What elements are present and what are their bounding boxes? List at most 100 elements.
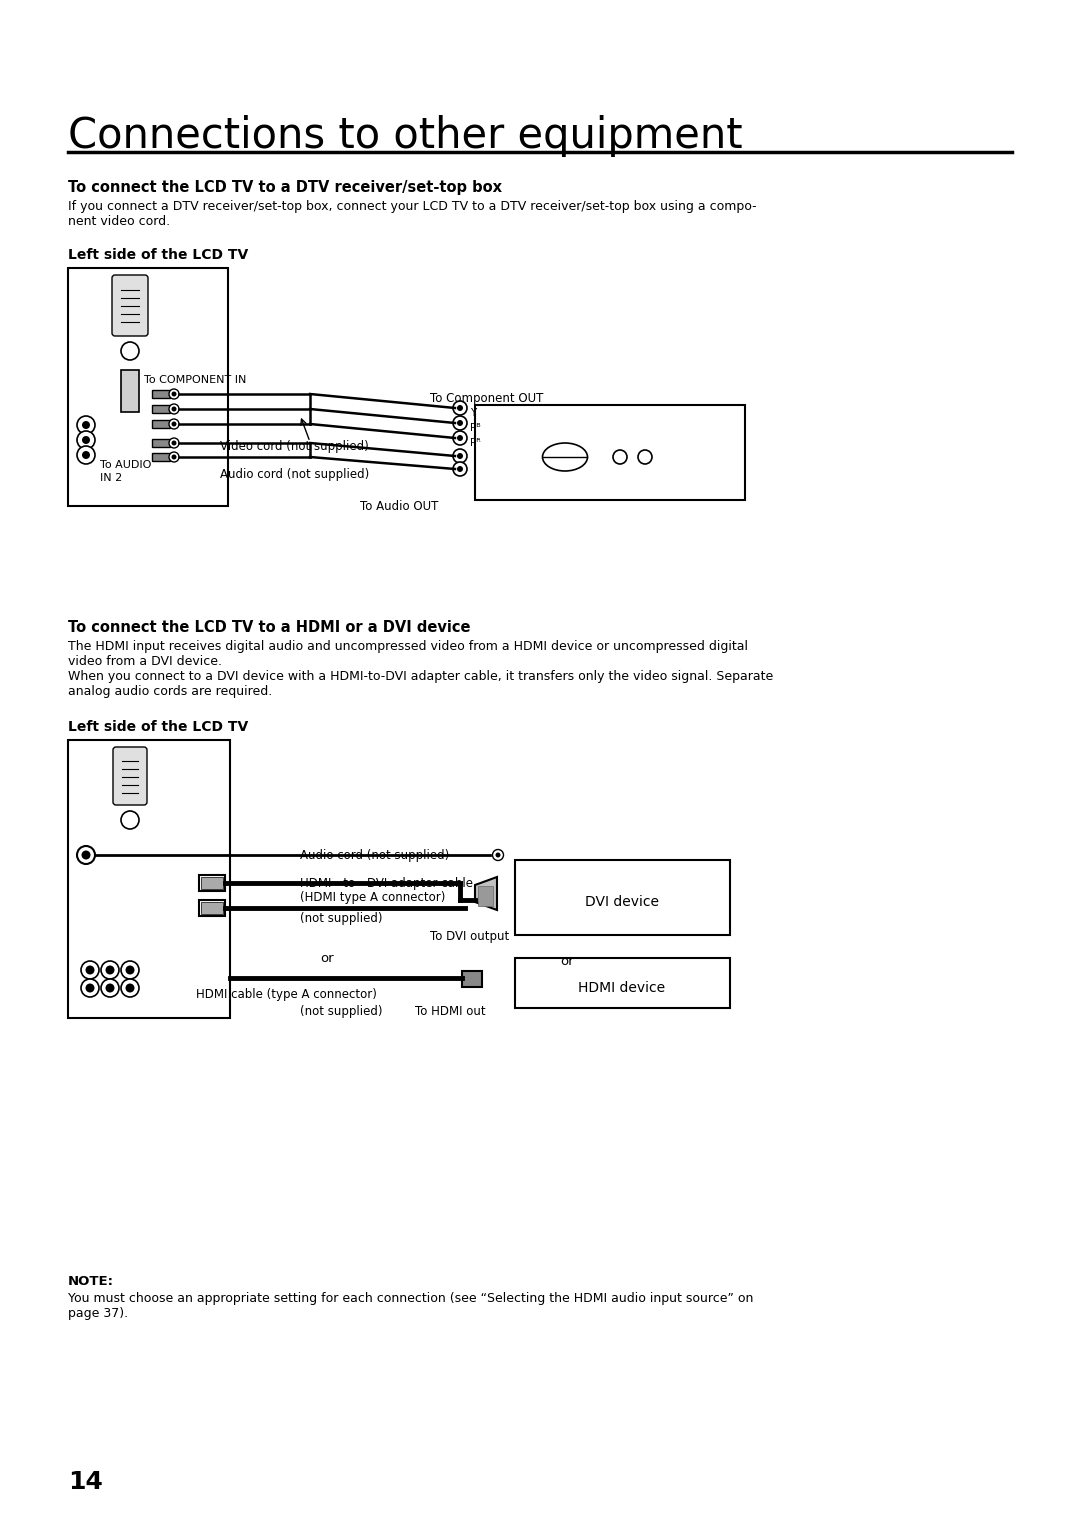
Text: or: or [320,952,334,966]
Circle shape [457,466,463,472]
Circle shape [106,984,114,993]
Text: Y: Y [470,408,476,419]
Bar [152,390,170,397]
Text: To HDMI out: To HDMI out [415,1005,486,1018]
Text: (HDMI type A connector): (HDMI type A connector) [300,891,445,905]
Circle shape [102,961,119,979]
Text: To Audio OUT: To Audio OUT [360,500,438,513]
Circle shape [168,390,179,399]
Circle shape [453,416,467,429]
Circle shape [102,979,119,996]
Bar [152,405,170,413]
Circle shape [168,439,179,448]
Text: Audio cord (not supplied): Audio cord (not supplied) [220,468,369,481]
Bar [475,405,745,500]
Text: analog audio cords are required.: analog audio cords are required. [68,685,272,698]
Text: or: or [561,955,573,969]
Circle shape [121,961,139,979]
Text: NOTE:: NOTE: [68,1274,114,1288]
Text: To Component OUT: To Component OUT [430,393,543,405]
Text: (not supplied): (not supplied) [300,1005,382,1018]
Circle shape [81,961,99,979]
Bar [152,452,170,461]
Bar [201,877,222,889]
FancyBboxPatch shape [113,747,147,805]
Circle shape [125,984,135,993]
Bar [199,900,225,915]
Text: Pᴮ: Pᴮ [470,423,481,432]
Circle shape [172,391,176,396]
Circle shape [121,811,139,830]
Circle shape [172,406,176,411]
Text: 14: 14 [68,1470,103,1494]
Bar [152,439,170,448]
Text: video from a DVI device.: video from a DVI device. [68,656,222,668]
Text: To connect the LCD TV to a DTV receiver/set-top box: To connect the LCD TV to a DTV receiver/… [68,180,502,196]
Bar [68,267,228,506]
Circle shape [172,454,176,460]
Circle shape [85,984,95,993]
Text: You must choose an appropriate setting for each connection (see “Selecting the H: You must choose an appropriate setting f… [68,1293,754,1320]
Text: When you connect to a DVI device with a HDMI-to-DVI adapter cable, it transfers : When you connect to a DVI device with a … [68,669,773,683]
Circle shape [453,461,467,477]
Bar [462,970,482,987]
Text: Left side of the LCD TV: Left side of the LCD TV [68,720,248,733]
Polygon shape [475,877,497,911]
Circle shape [457,452,463,458]
Text: Video cord (not supplied): Video cord (not supplied) [220,440,368,452]
Circle shape [81,851,91,859]
Text: HDMI - to - DVI adapter cable: HDMI - to - DVI adapter cable [300,877,473,889]
Circle shape [168,452,179,461]
Circle shape [613,451,627,465]
Circle shape [168,403,179,414]
Circle shape [77,446,95,465]
Circle shape [453,449,467,463]
Bar [152,420,170,428]
Circle shape [453,400,467,416]
Circle shape [453,431,467,445]
Text: HDMI device: HDMI device [579,981,665,995]
Circle shape [77,416,95,434]
Circle shape [457,405,463,411]
Text: To connect the LCD TV to a HDMI or a DVI device: To connect the LCD TV to a HDMI or a DVI… [68,620,471,636]
Bar [68,740,230,1018]
Circle shape [106,966,114,975]
Circle shape [82,451,90,458]
Text: The HDMI input receives digital audio and uncompressed video from a HDMI device : The HDMI input receives digital audio an… [68,640,748,652]
Bar [199,876,225,891]
Bar [121,370,139,413]
Text: DVI device: DVI device [585,895,659,909]
Circle shape [638,451,652,465]
Text: To COMPONENT IN: To COMPONENT IN [144,374,246,385]
FancyBboxPatch shape [112,275,148,336]
Text: Pᴿ: Pᴿ [470,439,481,448]
Circle shape [457,420,463,426]
Text: HDMI cable (type A connector): HDMI cable (type A connector) [195,989,377,1001]
Circle shape [492,850,503,860]
Bar [515,860,730,935]
Circle shape [77,431,95,449]
Ellipse shape [542,443,588,471]
Text: IN 2: IN 2 [100,474,122,483]
Circle shape [172,440,176,446]
Text: To DVI output: To DVI output [430,931,510,943]
Text: nent video cord.: nent video cord. [68,215,171,228]
Bar [478,886,492,906]
Text: To AUDIO: To AUDIO [100,460,151,471]
Circle shape [125,966,135,975]
Circle shape [121,342,139,361]
Circle shape [168,419,179,429]
Text: If you connect a DTV receiver/set-top box, connect your LCD TV to a DTV receiver: If you connect a DTV receiver/set-top bo… [68,200,757,212]
Circle shape [77,847,95,863]
Circle shape [82,435,90,445]
Text: (not supplied): (not supplied) [300,912,382,924]
Text: Audio cord (not supplied): Audio cord (not supplied) [300,850,449,862]
Bar [201,902,222,914]
Circle shape [496,853,500,857]
Circle shape [82,422,90,429]
Circle shape [457,435,463,442]
Circle shape [81,979,99,996]
Circle shape [172,422,176,426]
Text: Left side of the LCD TV: Left side of the LCD TV [68,248,248,261]
Circle shape [121,979,139,996]
